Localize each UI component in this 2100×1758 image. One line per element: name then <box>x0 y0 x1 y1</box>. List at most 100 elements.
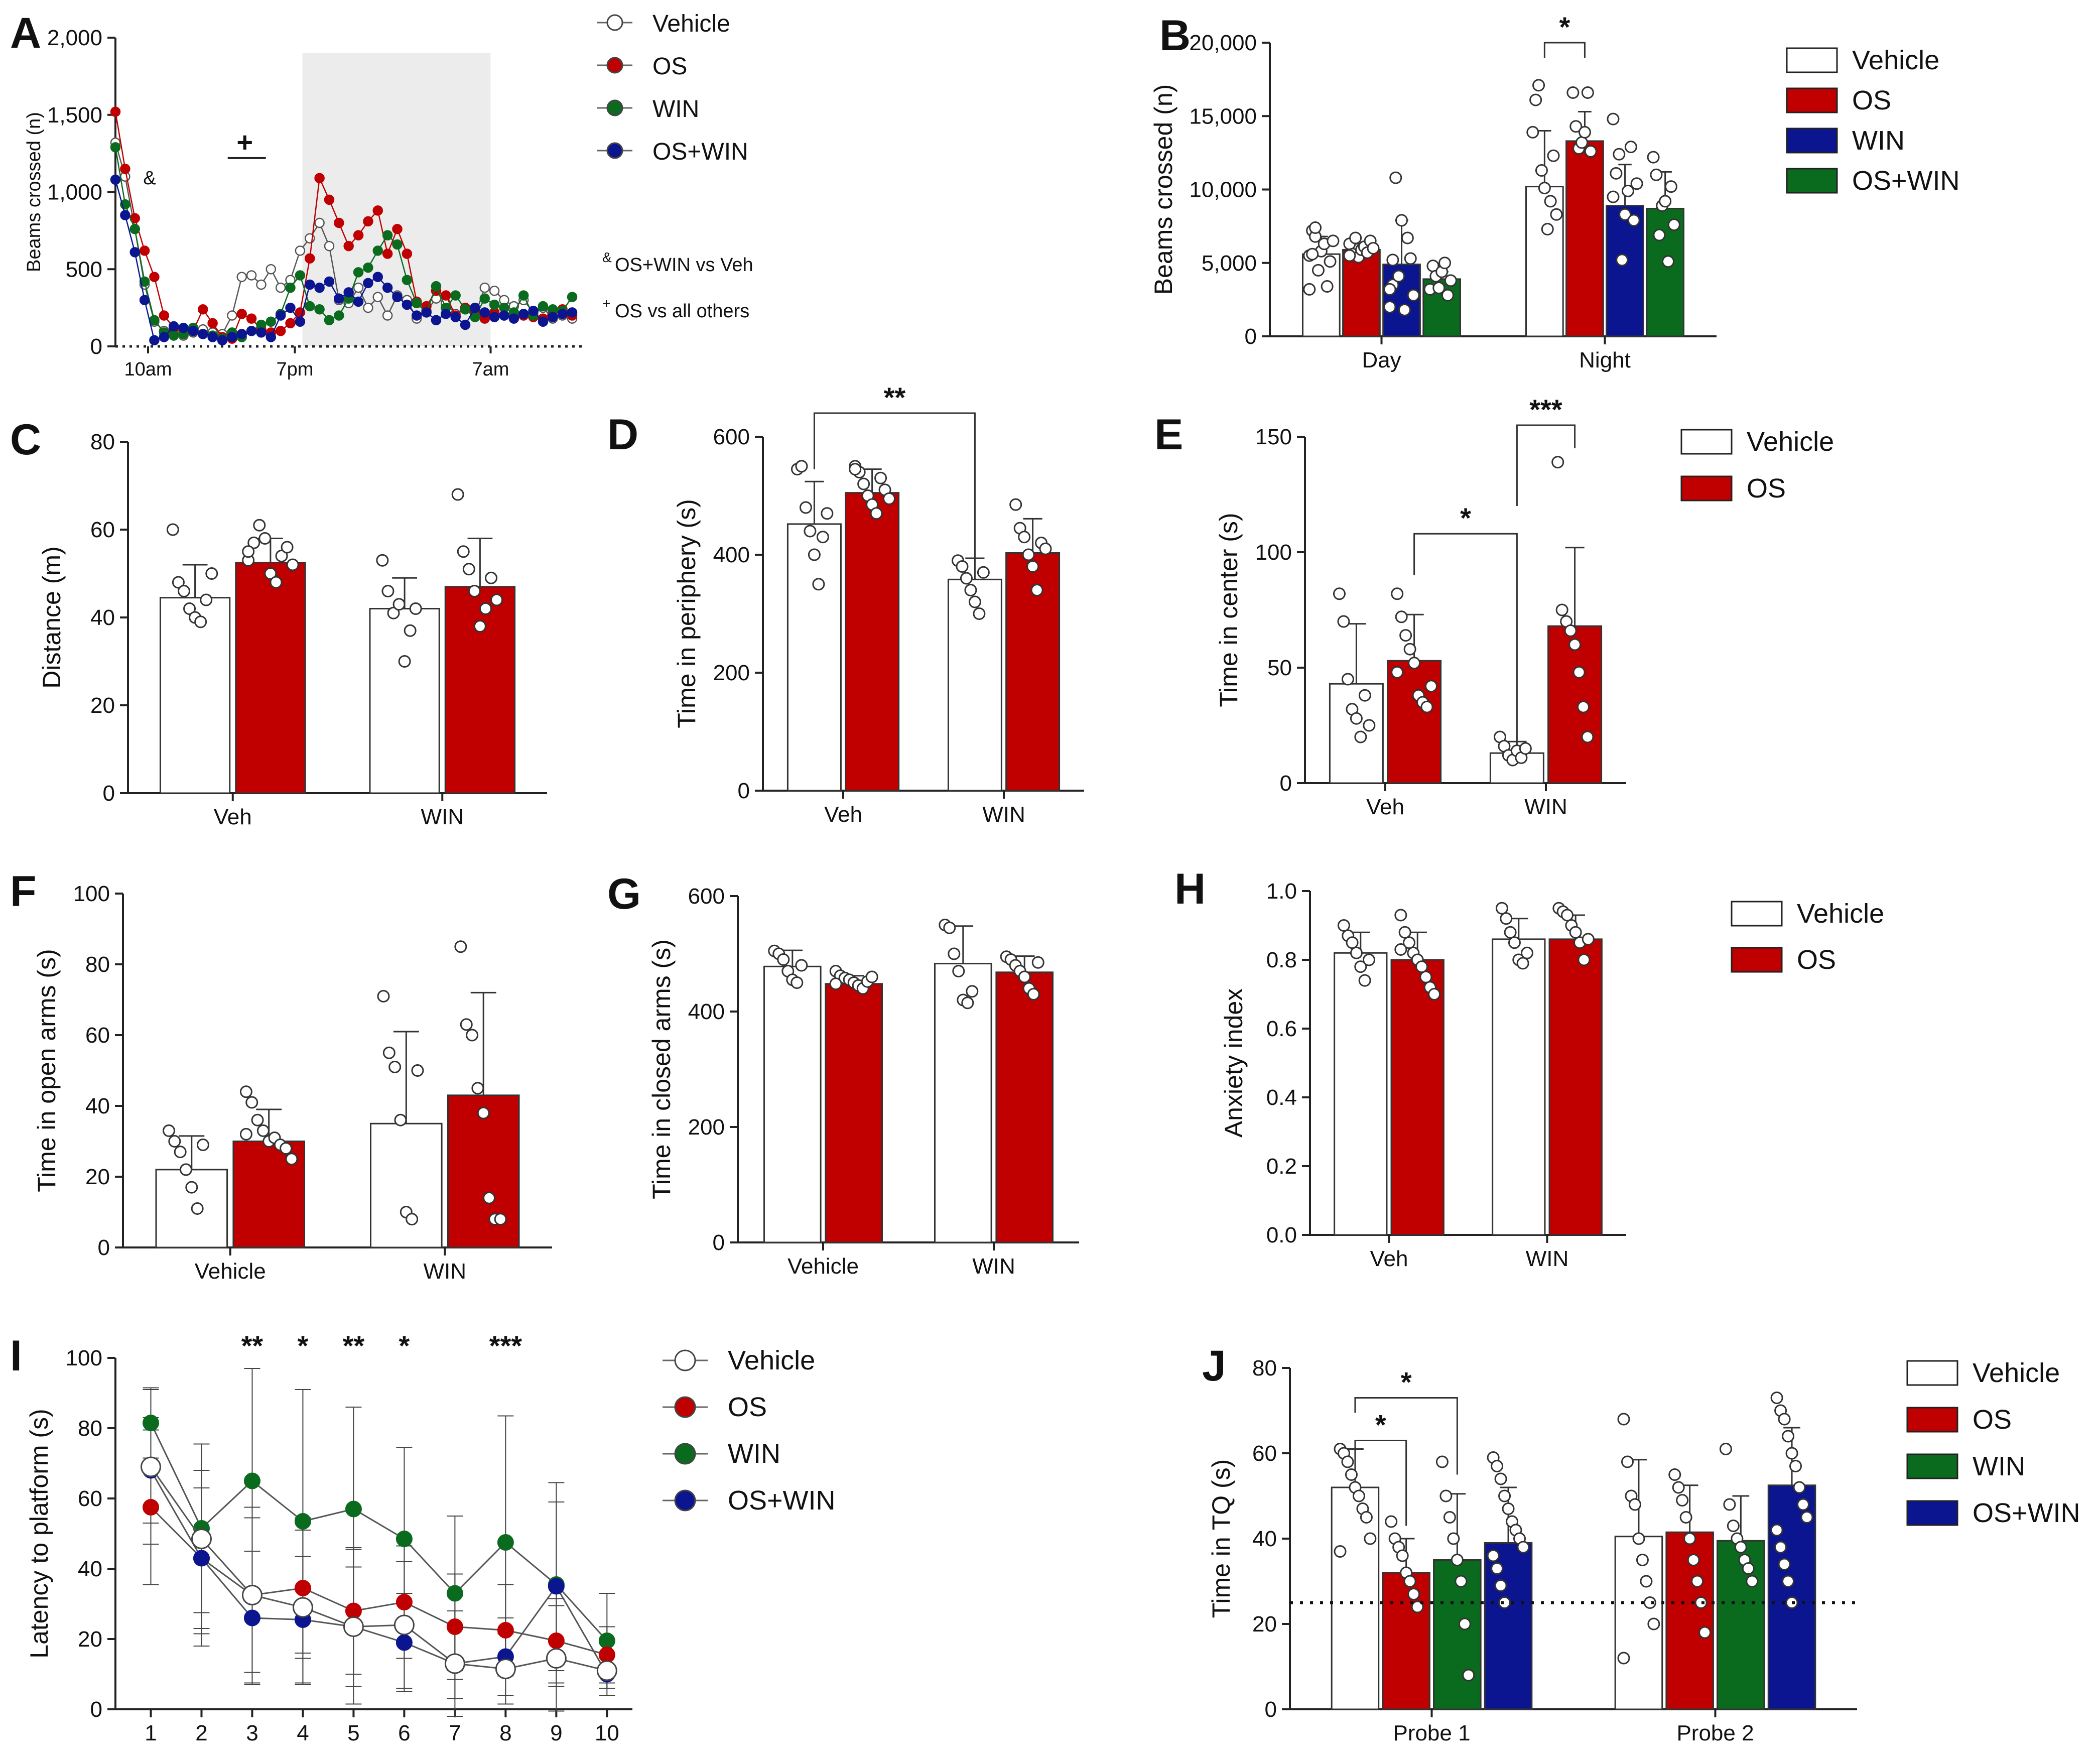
panel-f: F 0 20 40 60 80 100 Time in open arms (s) Vehicl… <box>10 867 552 1284</box>
data-point <box>1350 946 1363 959</box>
data-point <box>396 1594 413 1610</box>
x-tick-label: Veh <box>1366 795 1404 819</box>
legend-marker <box>674 1396 696 1418</box>
data-point <box>256 279 267 290</box>
data-point <box>1687 1554 1700 1566</box>
data-point <box>1358 974 1371 987</box>
data-point <box>1444 274 1457 287</box>
sig-bracket <box>1354 1397 1458 1475</box>
data-point <box>548 1633 565 1649</box>
y-axis-label: Time in TQ (s) <box>1207 1459 1235 1618</box>
data-point <box>353 282 364 293</box>
data-point <box>372 205 383 216</box>
data-point <box>1447 1532 1460 1545</box>
data-point <box>777 953 790 966</box>
data-point <box>799 501 812 514</box>
data-point <box>1303 283 1316 296</box>
data-point <box>1306 247 1319 261</box>
x-tick-label: Probe 1 <box>1393 1721 1470 1745</box>
data-point <box>1334 1545 1347 1558</box>
legend-swatch <box>1786 47 1838 73</box>
data-point <box>1676 1494 1689 1506</box>
data-point <box>808 548 821 561</box>
data-point <box>1616 254 1629 267</box>
bar <box>1433 1559 1482 1710</box>
data-point <box>285 282 296 293</box>
data-point <box>1683 1532 1696 1545</box>
data-point <box>1343 249 1356 262</box>
data-point <box>1535 164 1548 177</box>
x-tick-label: 6 <box>398 1721 410 1745</box>
data-point <box>402 275 413 286</box>
data-point <box>314 282 325 293</box>
data-point <box>343 1616 364 1637</box>
data-point <box>1517 1541 1530 1554</box>
data-point <box>1667 218 1680 231</box>
data-point <box>538 316 549 327</box>
data-point <box>294 1580 311 1596</box>
bar <box>786 523 842 792</box>
data-point <box>849 463 862 476</box>
y-tick-label: 80 <box>90 430 115 454</box>
x-tick-label: Vehicle <box>788 1254 859 1279</box>
data-point <box>1407 1588 1420 1600</box>
data-point <box>508 313 519 324</box>
data-point <box>243 1472 260 1489</box>
data-point <box>406 1213 419 1226</box>
y-tick-label: 0 <box>1265 1697 1277 1722</box>
y-tick-label: 60 <box>90 518 115 542</box>
bar <box>1492 938 1546 1236</box>
data-point <box>392 239 403 250</box>
data-point <box>1504 926 1517 939</box>
data-point <box>477 1106 490 1119</box>
data-point <box>149 315 160 325</box>
data-point <box>1793 1481 1806 1494</box>
data-point <box>1578 125 1591 139</box>
legend-marker <box>606 14 623 31</box>
data-point <box>1584 145 1597 158</box>
data-point <box>1367 242 1380 255</box>
data-point <box>1391 587 1404 600</box>
data-point <box>1628 1498 1641 1511</box>
data-point <box>1494 1472 1507 1485</box>
legend-marker <box>674 1443 696 1465</box>
y-tick-label: 50 <box>1267 656 1292 680</box>
data-point <box>460 1018 473 1031</box>
legend-marker <box>606 99 623 116</box>
data-point <box>1495 902 1508 915</box>
data-point <box>285 1153 298 1166</box>
data-point <box>1362 953 1375 966</box>
data-point <box>1391 666 1404 679</box>
y-tick-label: 20 <box>78 1627 102 1652</box>
data-point <box>314 304 325 315</box>
data-point <box>1610 167 1623 180</box>
data-point <box>1541 222 1554 235</box>
data-point <box>1630 177 1643 190</box>
panel-b: B 0 5,000 10,000 15,000 20,000 Beams crossed (… <box>1149 11 1960 372</box>
sig-marker: *** <box>489 1330 522 1361</box>
data-point <box>479 282 490 293</box>
y-tick-label: 15,000 <box>1189 104 1257 129</box>
data-point <box>795 460 808 473</box>
data-point <box>1491 1562 1504 1575</box>
data-point <box>446 1585 463 1602</box>
data-point <box>411 310 422 321</box>
data-point <box>304 279 315 290</box>
data-point <box>795 959 808 972</box>
y-tick-label: 1,000 <box>47 180 102 205</box>
data-point <box>1569 926 1582 939</box>
data-point <box>457 545 470 558</box>
series-line <box>150 1466 607 1672</box>
y-tick-label: 80 <box>85 952 110 977</box>
legend-swatch <box>1786 87 1838 113</box>
legend-label: Vehicle <box>1747 427 1834 457</box>
data-point <box>387 606 400 619</box>
y-tick-label: 60 <box>85 1023 110 1048</box>
panel-label: J <box>1202 1342 1226 1390</box>
data-point <box>345 1500 362 1518</box>
data-point <box>1607 190 1620 203</box>
data-point <box>275 550 288 562</box>
panel-label: F <box>10 867 37 916</box>
data-point <box>172 576 185 589</box>
data-point <box>943 921 956 934</box>
